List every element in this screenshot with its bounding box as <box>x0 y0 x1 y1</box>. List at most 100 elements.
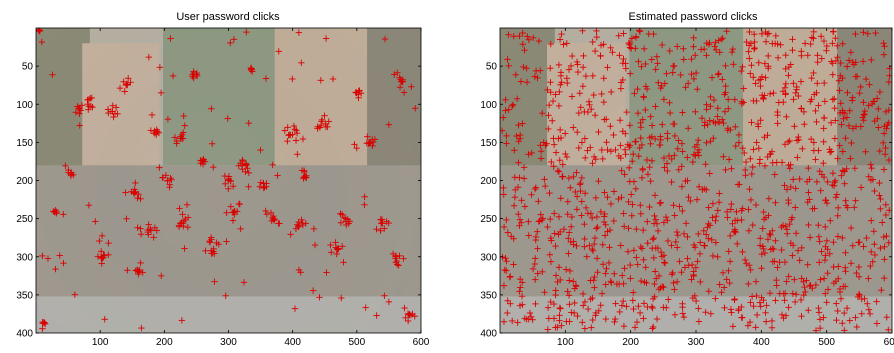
click-point <box>409 310 416 318</box>
click-point <box>529 265 537 273</box>
click-point <box>671 311 679 319</box>
click-point <box>544 326 551 333</box>
click-point <box>518 197 525 204</box>
click-point <box>171 134 179 141</box>
click-point <box>632 138 639 145</box>
click-point <box>515 210 522 218</box>
click-point <box>701 122 708 129</box>
click-point <box>566 277 573 284</box>
click-point <box>885 78 892 86</box>
click-point <box>594 269 601 276</box>
click-point <box>618 167 625 174</box>
click-point <box>589 294 596 302</box>
click-point <box>524 33 531 40</box>
click-point <box>97 248 105 255</box>
click-point <box>695 305 702 312</box>
click-point <box>520 164 528 171</box>
click-point <box>745 280 752 288</box>
click-point <box>676 203 683 210</box>
click-point <box>534 270 541 277</box>
click-point <box>643 279 650 287</box>
click-point <box>635 152 642 160</box>
click-point <box>747 40 755 47</box>
click-point <box>769 245 776 252</box>
click-point <box>593 28 600 35</box>
click-point <box>98 260 105 267</box>
click-point <box>755 59 762 66</box>
click-point <box>98 232 106 240</box>
y-tick-label: 250 <box>480 214 497 225</box>
click-point <box>815 102 822 109</box>
click-point <box>865 173 872 180</box>
click-point <box>800 108 808 116</box>
click-point <box>551 230 558 237</box>
chart-user-clicks: User password clicks 100 200 300 400 500 600 5… <box>16 11 429 348</box>
click-point <box>757 303 764 310</box>
click-point <box>270 217 278 224</box>
click-point <box>239 156 246 164</box>
click-point <box>810 28 817 36</box>
click-point <box>572 188 579 196</box>
click-point <box>239 165 246 173</box>
click-point <box>690 271 697 279</box>
click-point <box>860 29 867 36</box>
click-point <box>838 121 845 128</box>
click-point <box>565 250 572 257</box>
click-point <box>832 117 839 124</box>
click-point <box>587 144 594 151</box>
click-point <box>515 121 522 129</box>
click-point <box>881 123 888 130</box>
click-point <box>680 230 688 238</box>
click-point <box>521 203 529 210</box>
click-point <box>833 191 841 198</box>
click-point <box>881 256 888 263</box>
click-point <box>607 44 614 52</box>
click-point <box>648 133 656 140</box>
click-point <box>783 186 791 193</box>
click-point <box>781 297 788 304</box>
click-point <box>728 165 735 172</box>
click-point <box>839 167 847 174</box>
click-point <box>748 119 755 126</box>
click-point <box>795 136 802 144</box>
click-point <box>150 234 157 241</box>
click-point <box>841 327 848 333</box>
click-point <box>839 40 846 48</box>
click-point <box>806 234 814 241</box>
click-point <box>843 114 851 121</box>
click-point <box>835 77 843 84</box>
click-point <box>837 295 845 302</box>
click-point <box>801 120 808 128</box>
click-point <box>607 88 615 96</box>
click-point <box>777 41 784 49</box>
click-point <box>581 235 588 243</box>
click-point <box>842 249 849 256</box>
click-point <box>738 100 746 107</box>
click-point <box>880 233 887 241</box>
click-point <box>604 146 611 154</box>
click-point <box>691 52 699 59</box>
click-point <box>722 89 729 96</box>
click-point <box>873 320 881 327</box>
click-point <box>791 123 798 130</box>
click-point <box>843 305 851 312</box>
click-point <box>721 108 729 115</box>
click-point <box>679 300 686 308</box>
click-point <box>885 239 892 247</box>
click-point <box>626 261 634 269</box>
click-point <box>831 135 839 142</box>
click-point <box>600 41 607 48</box>
click-point <box>542 141 549 149</box>
click-point <box>727 206 735 213</box>
click-point <box>848 139 855 147</box>
click-point <box>637 243 644 251</box>
click-point <box>841 180 848 187</box>
click-point <box>504 229 512 236</box>
click-point <box>718 36 725 43</box>
click-point <box>654 60 661 67</box>
click-point <box>134 224 141 231</box>
click-point <box>703 231 710 238</box>
y-tick: 350 <box>16 290 421 301</box>
x-tick: 300 <box>220 28 237 348</box>
click-point <box>695 146 703 154</box>
